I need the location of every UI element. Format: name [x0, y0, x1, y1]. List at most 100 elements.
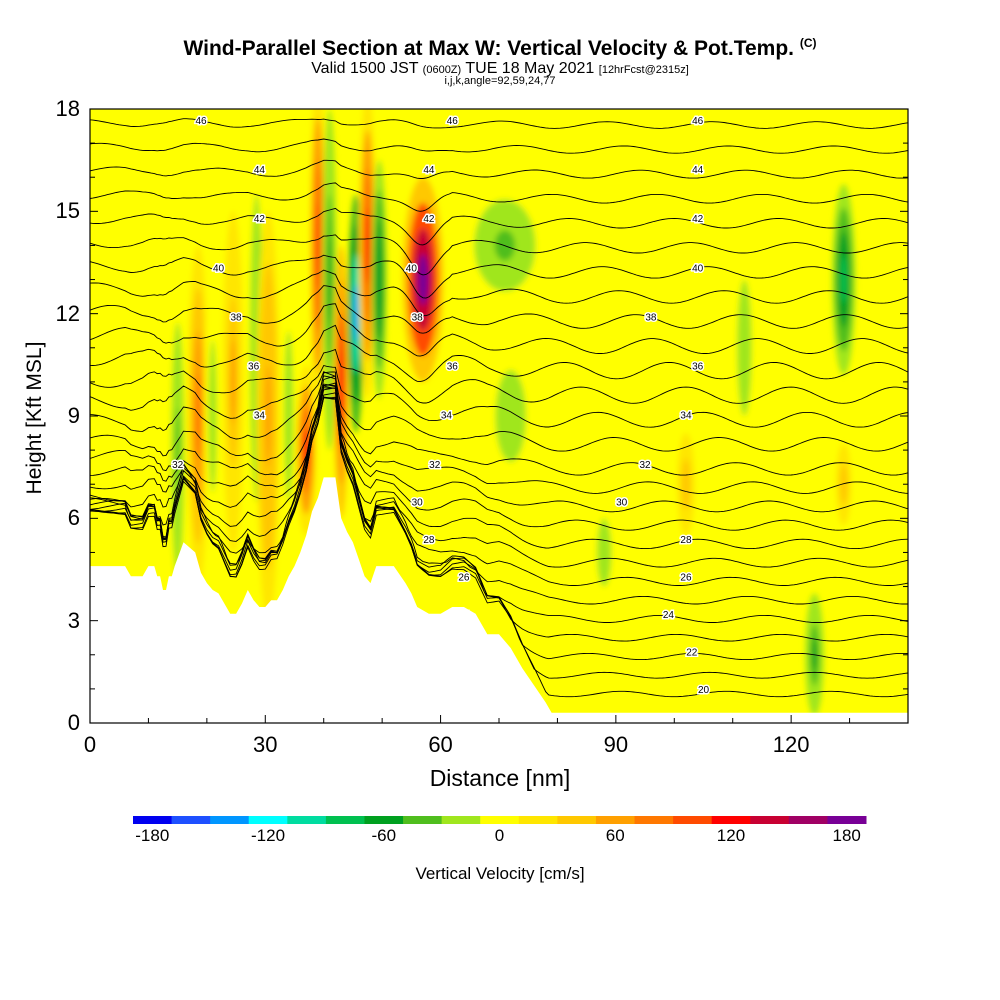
velocity-cell: [740, 313, 749, 382]
contour-label: 28: [423, 535, 435, 546]
velocity-cell: [210, 377, 215, 455]
contour-label: 38: [231, 312, 243, 323]
y-tick-label: 3: [67, 607, 80, 633]
theta-contour: [90, 159, 908, 179]
contour-label: 22: [686, 647, 698, 658]
theta-contour: [90, 118, 908, 129]
contour-label: 40: [213, 263, 225, 274]
chart-title: Wind-Parallel Section at Max W: Vertical…: [0, 36, 1000, 61]
contour-label: 34: [680, 411, 692, 422]
contour-label: 42: [423, 214, 435, 225]
title-mark: (C): [799, 36, 817, 50]
velocity-features: [168, 109, 856, 717]
contour-label: 42: [254, 214, 266, 225]
contour-label: 38: [412, 312, 424, 323]
theta-contour: [90, 138, 908, 154]
colorbar-label: 120: [716, 826, 746, 845]
colorbar-label: -60: [371, 826, 397, 845]
chart-subtitle: Valid 1500 JST (0600Z) TUE 18 May 2021 […: [0, 60, 1000, 78]
x-tick-label: 120: [772, 732, 810, 757]
theta-contours: [90, 96, 908, 698]
velocity-cell: [600, 535, 608, 570]
contour-label: 46: [195, 116, 207, 127]
x-tick-label: 60: [428, 732, 453, 757]
valid-date: TUE 18 May 2021: [465, 60, 595, 77]
theta-contour: [90, 364, 908, 428]
contour-labels: 2022242426262828303032323234343436363638…: [171, 114, 711, 697]
valid-time: Valid 1500 JST: [311, 60, 419, 77]
theta-contour: [90, 285, 908, 334]
title-main: Wind-Parallel Section at Max W: Vertical…: [183, 37, 794, 60]
x-tick-label: 30: [253, 732, 278, 757]
theta-contour: [90, 382, 908, 531]
velocity-cell: [315, 202, 320, 289]
theta-contour: [90, 387, 908, 550]
axis-ticks: [89, 108, 909, 724]
contour-label: 40: [406, 263, 418, 274]
theta-contour: [90, 385, 908, 568]
x-axis-label: Distance [nm]: [429, 765, 571, 791]
contour-label: 44: [423, 165, 435, 176]
theta-contour: [90, 384, 908, 605]
contour-label: 24: [663, 610, 675, 621]
contour-label: 36: [447, 362, 459, 373]
contour-label: 32: [172, 460, 184, 471]
contour-label: 36: [692, 362, 704, 373]
contour-label: 30: [616, 497, 628, 508]
velocity-cell: [841, 473, 846, 495]
contour-label: 20: [698, 685, 710, 696]
velocity-cell: [505, 400, 516, 432]
colorbar-label: 60: [605, 826, 625, 845]
contour-label: 26: [458, 572, 470, 583]
contour-label: 44: [692, 165, 704, 176]
theta-contour: [90, 371, 908, 452]
velocity-cell: [365, 207, 370, 284]
colorbar-label: 0: [494, 826, 505, 845]
contour-label: 46: [447, 116, 459, 127]
theta-contour: [90, 269, 908, 317]
contour-label: 44: [254, 165, 266, 176]
y-tick-label: 6: [67, 505, 80, 531]
terrain-mask: [90, 477, 908, 723]
x-tick-label: 90: [603, 732, 629, 757]
contour-label: 34: [254, 411, 266, 422]
contour-label: 28: [680, 535, 692, 546]
colorbar-title: Vertical Velocity [cm/s]: [415, 864, 585, 883]
colorbar-label: -180: [135, 826, 170, 845]
theta-contour: [90, 254, 908, 299]
theta-contour: [90, 375, 908, 513]
y-tick-label: 15: [55, 198, 80, 224]
contour-label: 42: [692, 214, 704, 225]
theta-contour: [90, 324, 908, 383]
velocity-cell: [840, 255, 847, 304]
velocity-cell: [417, 253, 429, 306]
y-tick-label: 9: [67, 403, 80, 428]
contour-label: 46: [692, 116, 704, 127]
velocity-cell: [286, 373, 291, 459]
x-tick-label: 0: [83, 732, 97, 757]
contour-label: 40: [692, 263, 704, 274]
contour-label: 36: [248, 362, 260, 373]
section-indices: i,j,k,angle=92,59,24,77: [444, 75, 556, 87]
theta-contour: [90, 348, 908, 404]
theta-contour: [90, 375, 908, 476]
velocity-cell: [683, 471, 689, 498]
contour-label: 26: [680, 572, 692, 583]
valid-utc: (0600Z): [422, 64, 462, 76]
contour-label: 30: [412, 497, 424, 508]
theta-contour: [90, 182, 908, 212]
theta-contour: [90, 383, 908, 586]
y-tick-label: 12: [55, 300, 80, 326]
theta-contour: [90, 234, 908, 276]
contour-label: 32: [640, 460, 652, 471]
y-tick-label: 18: [55, 96, 80, 121]
contour-label: 34: [441, 411, 453, 422]
theta-contour: [90, 96, 908, 104]
theta-contour: [90, 392, 908, 642]
theta-contour: [90, 371, 908, 494]
theta-contour: [90, 207, 908, 246]
contour-label: 32: [429, 460, 441, 471]
colorbar-label: -120: [251, 826, 286, 845]
